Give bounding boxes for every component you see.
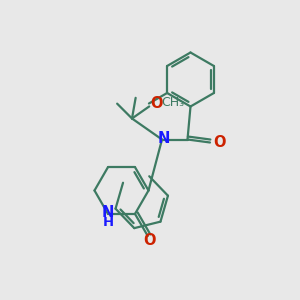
Text: N: N bbox=[157, 130, 170, 146]
Text: O: O bbox=[150, 96, 163, 111]
Text: N: N bbox=[102, 205, 114, 220]
Text: O: O bbox=[143, 233, 155, 248]
Text: H: H bbox=[102, 216, 114, 230]
Text: O: O bbox=[214, 135, 226, 150]
Text: CH₃: CH₃ bbox=[161, 96, 185, 110]
